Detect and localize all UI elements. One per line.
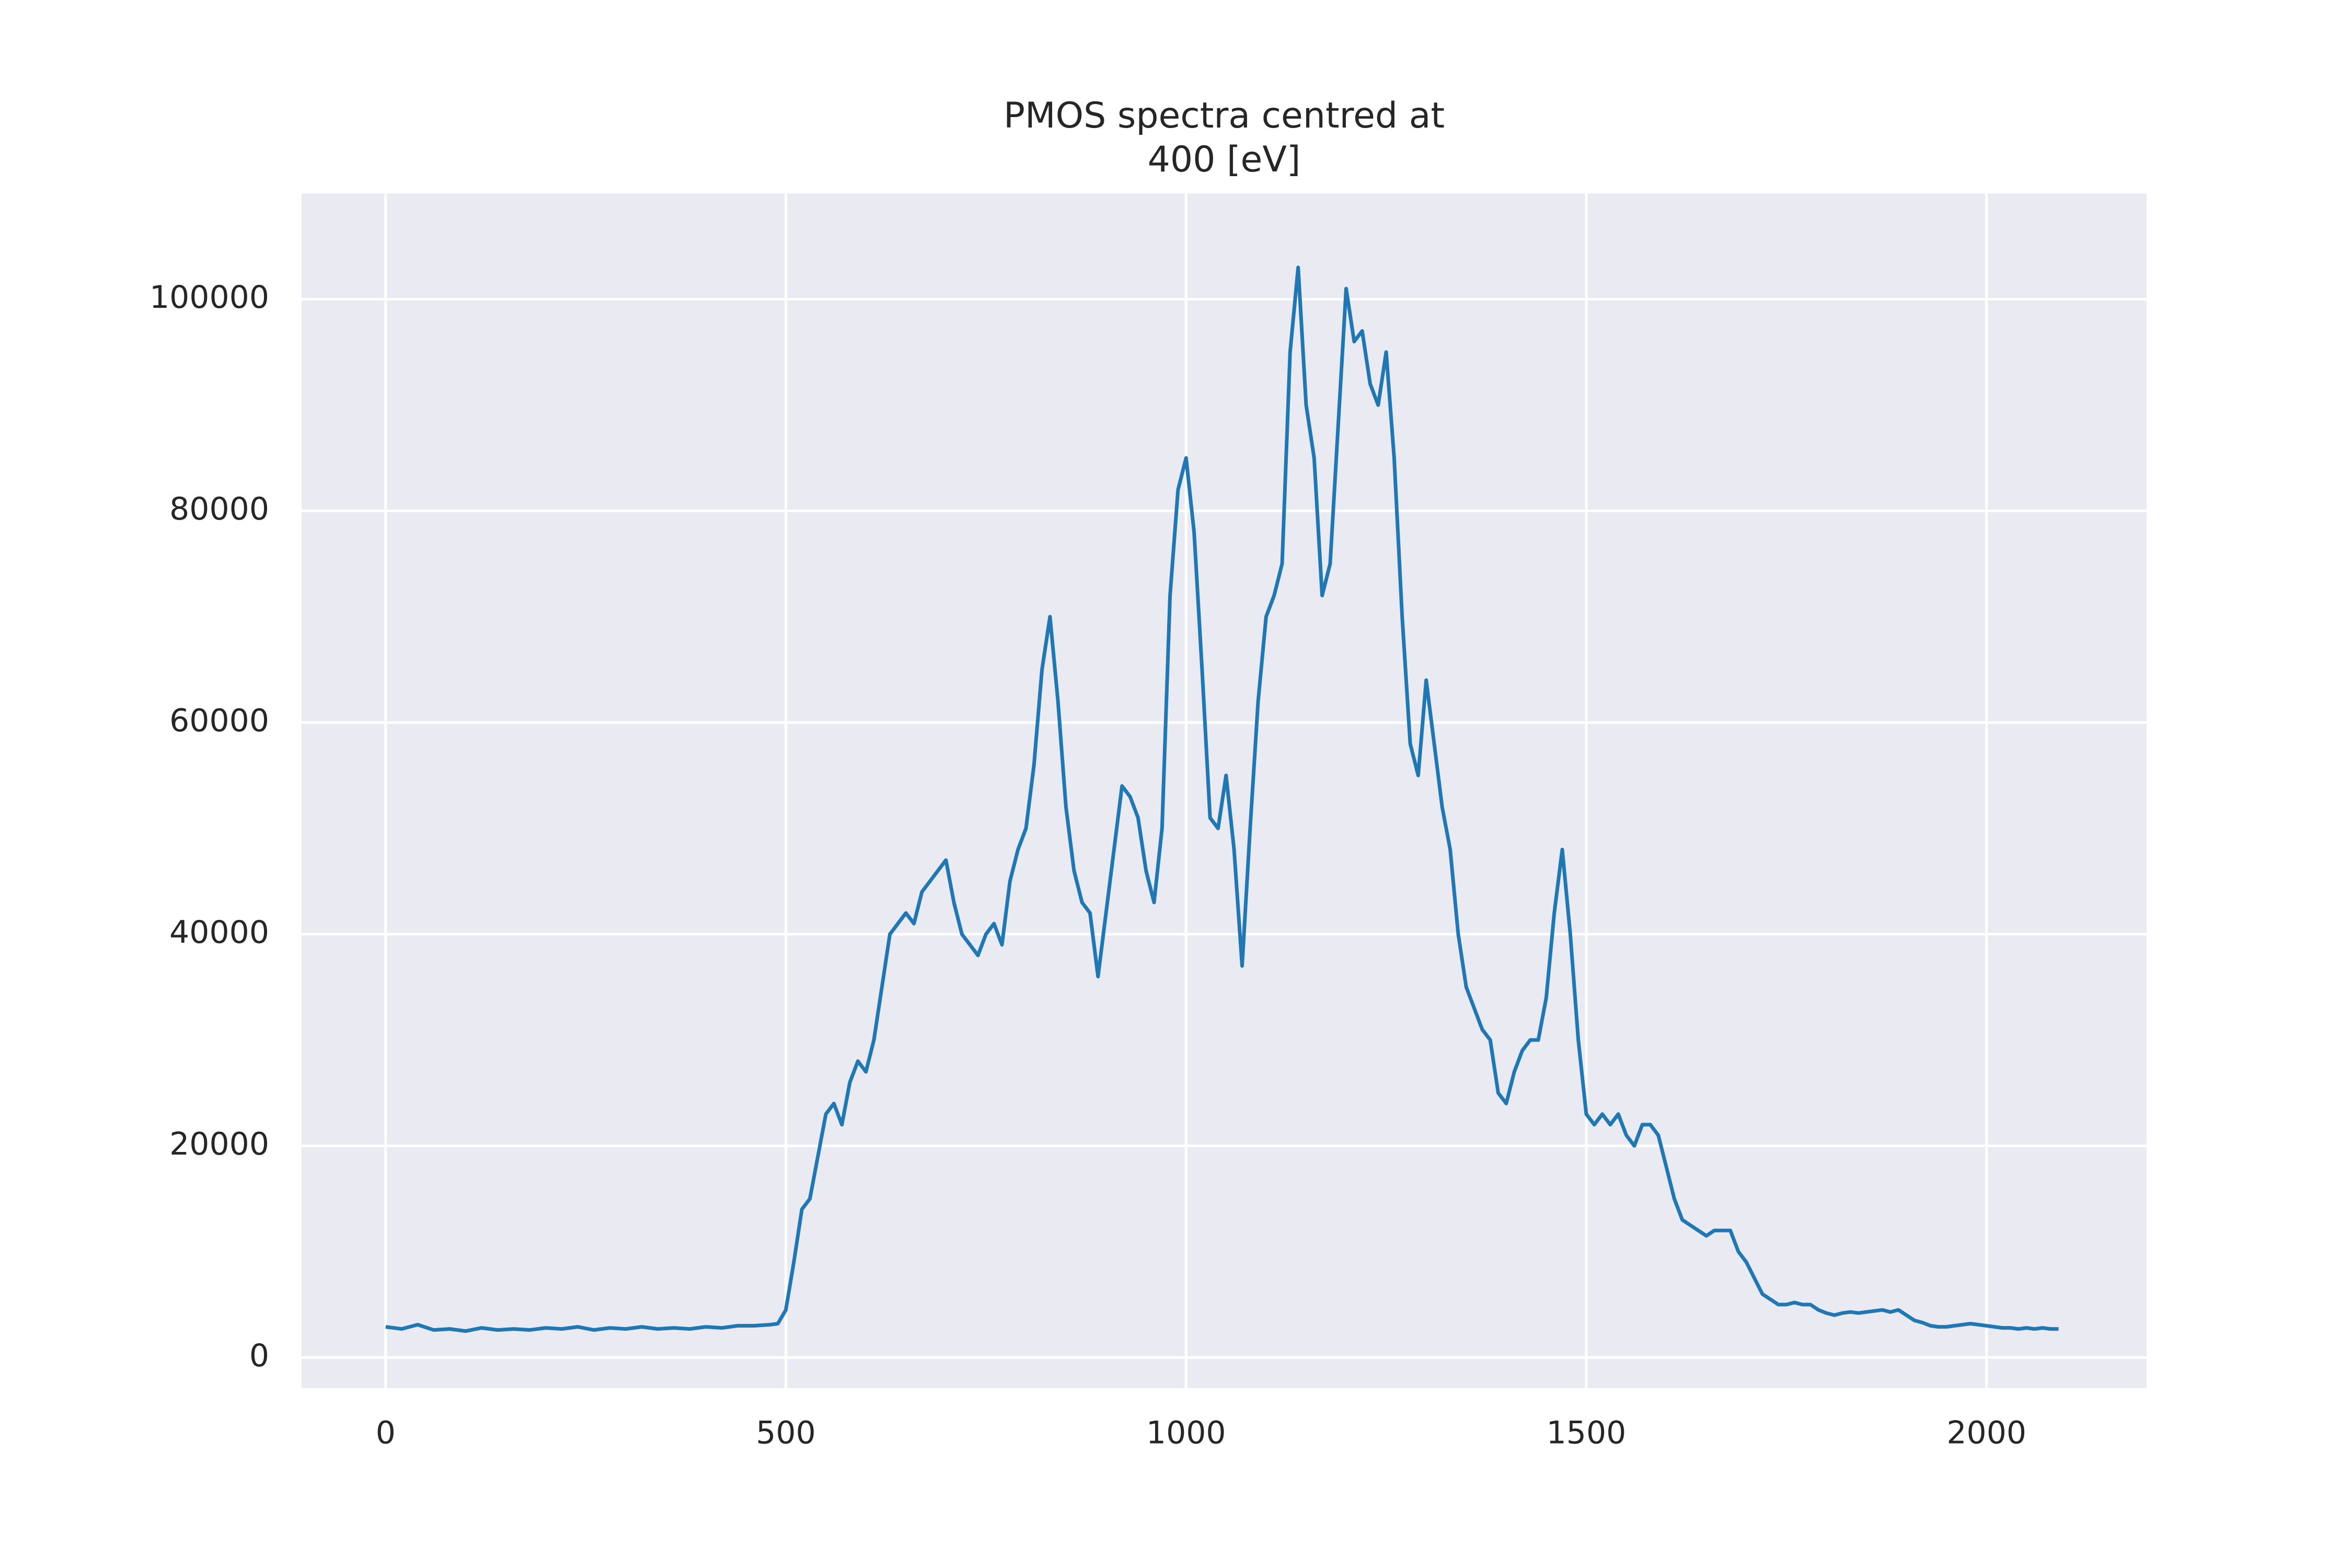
chart-title: PMOS spectra centred at 400 [eV] (1003, 95, 1445, 180)
y-tick-label: 40000 (169, 914, 269, 951)
x-tick-label: 500 (756, 1415, 816, 1451)
data-line (385, 266, 2059, 1333)
y-tick-label: 20000 (169, 1126, 269, 1162)
y-tick-label: 60000 (169, 702, 269, 739)
x-tick-label: 1500 (1547, 1415, 1627, 1451)
y-tick-label: 80000 (169, 491, 269, 527)
x-tick-label: 1000 (1146, 1415, 1226, 1451)
y-tick-label: 0 (249, 1338, 269, 1374)
y-tick-label: 100000 (149, 279, 269, 316)
x-tick-label: 0 (376, 1415, 396, 1451)
x-tick-label: 2000 (1946, 1415, 2026, 1451)
